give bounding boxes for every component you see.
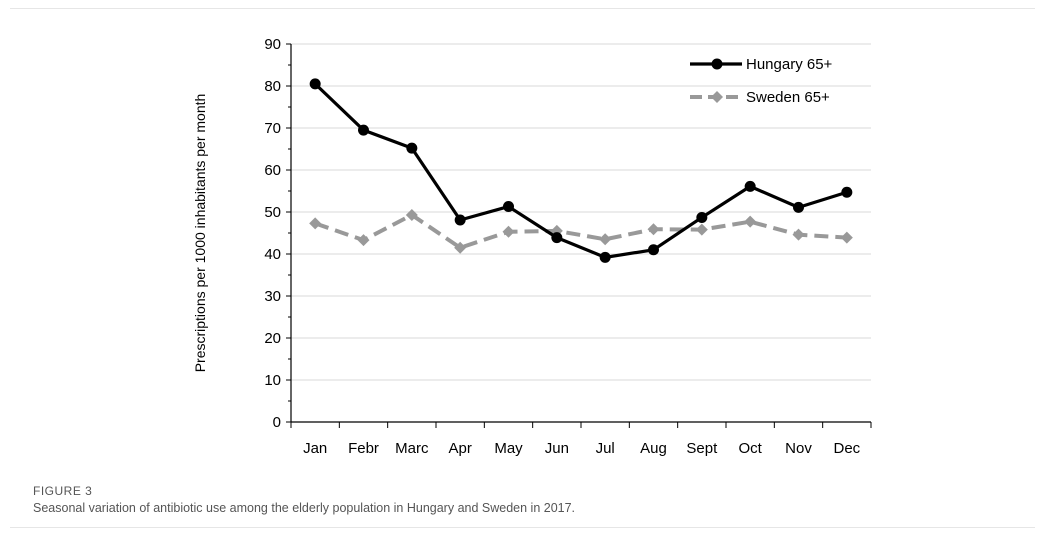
bottom-divider [10, 527, 1035, 528]
y-tick-label: 20 [264, 330, 281, 347]
x-tick-label: Nov [785, 440, 812, 457]
x-tick-label: Apr [448, 440, 471, 457]
y-tick-label: 0 [273, 414, 281, 431]
y-tick-label: 30 [264, 288, 281, 305]
data-point-hungary [358, 124, 369, 136]
data-point-sweden [309, 217, 322, 230]
x-tick-label: Aug [640, 440, 667, 457]
series-line-sweden [314, 212, 847, 250]
legend-label-hungary: Hungary 65+ [746, 56, 833, 73]
x-tick-label: May [494, 440, 523, 457]
y-tick-label: 10 [264, 372, 281, 389]
legend-label-sweden: Sweden 65+ [746, 89, 830, 106]
data-point-sweden [695, 223, 708, 236]
data-point-sweden [647, 223, 660, 236]
data-point-hungary [503, 201, 514, 213]
y-tick-label: 80 [264, 78, 281, 95]
data-point-hungary [454, 214, 466, 226]
figure-panel: 0 10 20 30 40 50 60 70 80 90 Jan Febr Marc Apr May Jun J… [30, 10, 1020, 480]
legend-marker-hungary [711, 58, 723, 70]
y-tick-label: 90 [264, 36, 281, 53]
x-tick-label: Dec [833, 440, 860, 457]
data-point-hungary [599, 251, 611, 263]
data-point-sweden [744, 215, 757, 228]
line-chart: 0 10 20 30 40 50 60 70 80 90 Jan Febr Marc Apr May Jun J… [192, 36, 872, 457]
data-point-hungary [309, 78, 321, 90]
data-point-hungary [744, 180, 756, 192]
data-point-hungary [406, 142, 418, 154]
data-point-sweden [840, 231, 853, 244]
y-tick-label: 70 [264, 120, 281, 137]
data-point-sweden [405, 208, 418, 221]
y-tick-label: 50 [264, 204, 281, 221]
x-tick-label: Jan [303, 440, 327, 457]
data-point-sweden [502, 225, 515, 238]
top-divider [10, 8, 1035, 9]
y-axis-label: Prescriptions per 1000 inhabitants per m… [192, 94, 208, 373]
y-tick-label: 40 [264, 246, 281, 263]
data-point-hungary [793, 201, 804, 213]
data-point-sweden [792, 228, 805, 241]
data-point-hungary [551, 232, 563, 244]
x-tick-label: Jun [545, 440, 569, 457]
legend-marker-sweden [711, 91, 723, 103]
figure-caption: Seasonal variation of antibiotic use amo… [33, 501, 576, 515]
x-tick-label: Marc [395, 440, 429, 457]
figure-label: FIGURE 3 [33, 484, 93, 498]
data-point-hungary [696, 211, 708, 223]
series-line-hungary [314, 82, 848, 259]
data-point-sweden [599, 233, 612, 246]
x-tick-label: Febr [348, 440, 379, 457]
x-tick-label: Jul [596, 440, 615, 457]
data-point-sweden [454, 241, 467, 254]
x-tick-label: Sept [686, 440, 718, 457]
data-point-hungary [648, 244, 659, 256]
data-point-sweden [357, 234, 370, 247]
data-point-hungary [841, 186, 853, 198]
x-tick-label: Oct [738, 440, 762, 457]
y-tick-label: 60 [264, 162, 281, 179]
